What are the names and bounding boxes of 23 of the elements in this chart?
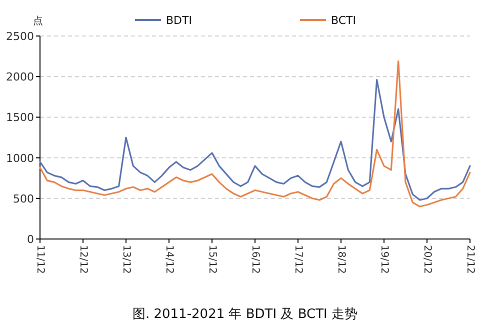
y-tick-label: 1000 xyxy=(6,152,34,165)
x-tick-label: 11/12 xyxy=(34,245,46,274)
x-tick-label: 14/12 xyxy=(163,245,174,274)
x-tick-label: 19/12 xyxy=(378,245,390,274)
x-tick-label: 20/12 xyxy=(421,245,432,274)
y-tick-label: 2000 xyxy=(6,70,34,84)
y-tick-label: 1500 xyxy=(6,111,34,124)
x-tick-label: 17/12 xyxy=(292,245,304,274)
y-axis-title: 点 xyxy=(33,15,43,27)
x-tick-label: 12/12 xyxy=(77,245,88,274)
x-tick-label: 18/12 xyxy=(335,245,346,274)
y-tick-label: 0 xyxy=(27,233,34,246)
x-tick-label: 16/12 xyxy=(249,245,260,274)
x-tick-label: 15/12 xyxy=(206,245,218,274)
legend-label: BCTI xyxy=(331,14,356,27)
line-series xyxy=(39,79,471,201)
y-tick-label: 2500 xyxy=(6,30,34,43)
x-tick-label: 13/12 xyxy=(120,245,132,274)
line-series xyxy=(39,60,471,208)
legend-label: BDTI xyxy=(166,14,192,27)
x-tick-label: 21/12 xyxy=(464,245,476,274)
y-tick-label: 500 xyxy=(13,192,34,206)
text: 图. 2011-2021 年 BDTI 及 BCTI 走势 xyxy=(132,307,358,322)
